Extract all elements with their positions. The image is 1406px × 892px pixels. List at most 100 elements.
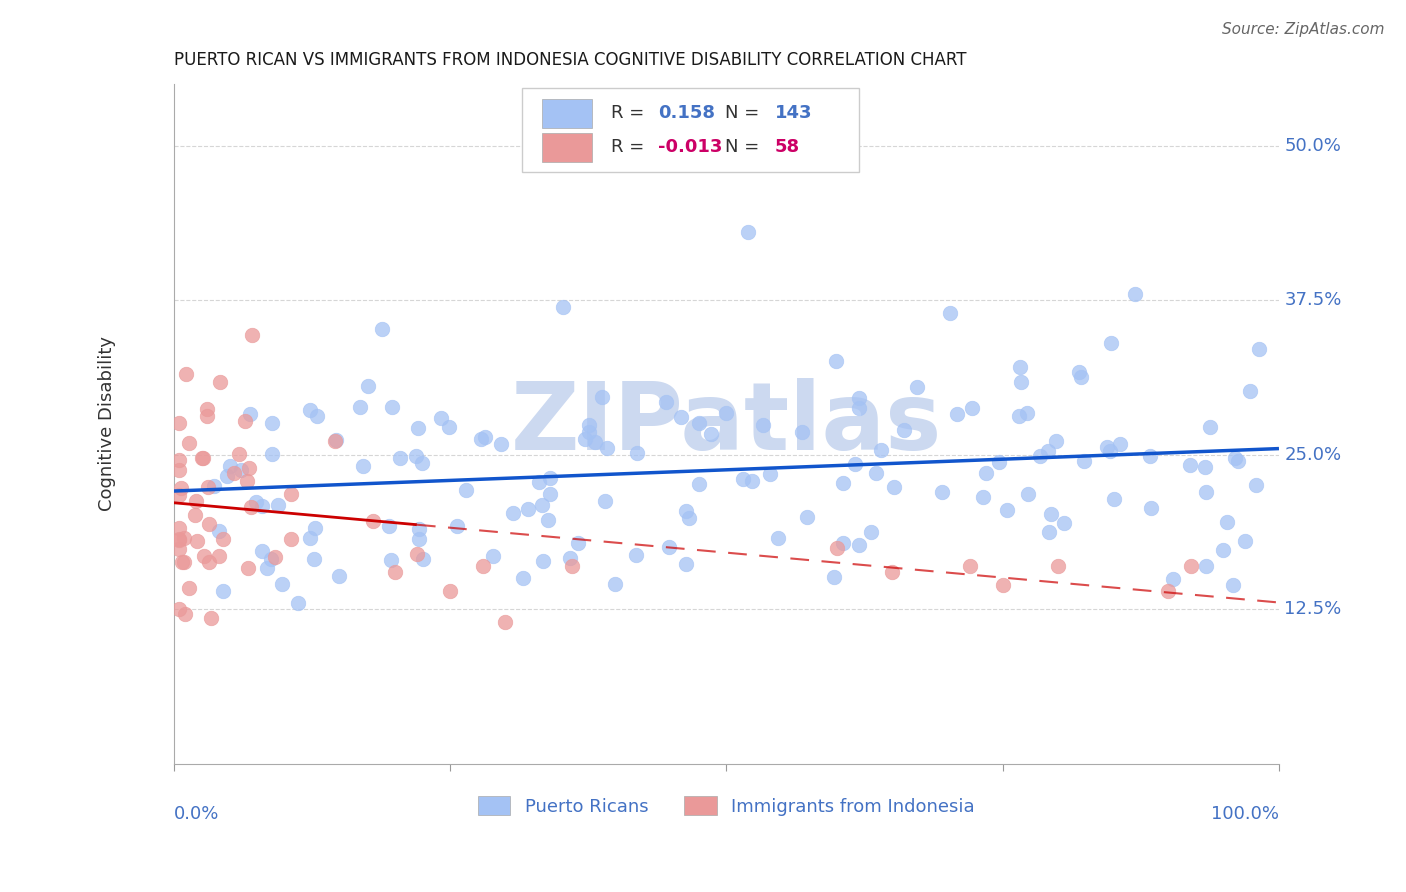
Point <box>974 466 997 480</box>
Point <box>538 471 561 485</box>
Point <box>169 602 191 616</box>
Point <box>714 406 737 420</box>
Point <box>1095 440 1118 454</box>
Point <box>688 416 710 430</box>
Text: 25.0%: 25.0% <box>1285 446 1341 464</box>
Point <box>848 538 870 552</box>
Point <box>266 498 288 512</box>
Point <box>882 566 904 580</box>
Point <box>1010 375 1032 389</box>
Point <box>825 541 848 555</box>
Point <box>208 549 231 564</box>
FancyBboxPatch shape <box>541 133 592 161</box>
Point <box>323 434 346 448</box>
Point <box>583 434 606 449</box>
Point <box>378 518 401 533</box>
Point <box>531 554 554 568</box>
Point <box>766 532 789 546</box>
Point <box>240 327 263 342</box>
Point <box>737 226 759 240</box>
Point <box>430 410 453 425</box>
Point <box>1017 487 1039 501</box>
Point <box>1212 543 1234 558</box>
Point <box>759 467 782 481</box>
Point <box>439 583 461 598</box>
Point <box>844 458 866 472</box>
Point <box>412 552 434 566</box>
Point <box>1036 443 1059 458</box>
Point <box>512 570 534 584</box>
Point <box>381 400 404 414</box>
Point <box>578 418 600 433</box>
Point <box>235 474 257 488</box>
Point <box>688 477 710 491</box>
Point <box>474 430 496 444</box>
Point <box>169 533 191 548</box>
Point <box>169 521 191 535</box>
Point <box>304 521 326 535</box>
Point <box>870 442 893 457</box>
Point <box>675 558 697 572</box>
Legend: Puerto Ricans, Immigrants from Indonesia: Puerto Ricans, Immigrants from Indonesia <box>471 789 983 822</box>
Point <box>184 494 207 508</box>
Point <box>1180 559 1202 574</box>
Point <box>198 516 221 531</box>
FancyBboxPatch shape <box>522 87 859 172</box>
Point <box>752 417 775 432</box>
Point <box>517 501 540 516</box>
Point <box>212 532 235 546</box>
Point <box>991 577 1014 591</box>
Point <box>654 395 676 409</box>
Point <box>1195 559 1218 574</box>
Point <box>482 549 505 564</box>
Point <box>173 531 195 545</box>
Point <box>1123 287 1146 301</box>
Point <box>893 423 915 437</box>
Point <box>408 421 430 435</box>
Text: 37.5%: 37.5% <box>1285 292 1341 310</box>
Point <box>405 449 427 463</box>
Point <box>796 510 818 524</box>
Point <box>946 407 969 421</box>
Point <box>574 432 596 446</box>
Point <box>408 532 430 546</box>
Point <box>174 367 197 381</box>
Point <box>299 531 322 545</box>
Text: R =: R = <box>612 104 651 122</box>
Point <box>1223 450 1246 465</box>
Point <box>169 542 191 557</box>
Point <box>198 555 221 569</box>
Point <box>208 375 231 389</box>
Point <box>193 450 215 465</box>
Point <box>596 442 619 456</box>
Point <box>1067 365 1090 379</box>
Point <box>1157 583 1180 598</box>
Point <box>361 514 384 528</box>
Point <box>1007 409 1029 424</box>
Point <box>1045 434 1067 448</box>
Point <box>578 425 600 439</box>
Point <box>177 436 200 450</box>
Point <box>228 446 250 460</box>
Point <box>169 532 191 546</box>
Point <box>848 391 870 405</box>
Point <box>1247 342 1270 356</box>
Point <box>169 452 191 467</box>
Point <box>280 532 302 546</box>
Point <box>183 508 205 523</box>
Point <box>169 463 191 477</box>
Point <box>239 408 262 422</box>
Point <box>591 390 613 404</box>
Point <box>972 490 994 504</box>
Point <box>193 549 215 563</box>
Point <box>1234 533 1257 548</box>
Point <box>823 569 845 583</box>
Point <box>202 478 225 492</box>
Point <box>454 483 477 498</box>
Point <box>437 420 460 434</box>
Point <box>446 519 468 533</box>
Point <box>1040 507 1063 521</box>
Point <box>298 402 321 417</box>
Point <box>287 596 309 610</box>
Text: 100.0%: 100.0% <box>1211 805 1279 822</box>
